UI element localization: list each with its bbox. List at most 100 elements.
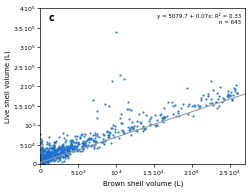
Point bbox=[156, 123, 160, 127]
Point bbox=[53, 154, 57, 157]
Point bbox=[50, 157, 54, 160]
Point bbox=[210, 102, 214, 105]
Point bbox=[214, 100, 218, 103]
Point bbox=[87, 141, 91, 144]
Point bbox=[60, 144, 64, 147]
Point bbox=[70, 144, 74, 147]
Point bbox=[41, 159, 45, 162]
Point bbox=[177, 115, 181, 118]
Point bbox=[66, 144, 70, 147]
Point bbox=[97, 135, 101, 138]
Point bbox=[58, 156, 62, 159]
Point bbox=[97, 145, 101, 148]
Point bbox=[42, 154, 46, 157]
Point bbox=[40, 163, 44, 166]
Point bbox=[65, 148, 69, 151]
Point bbox=[48, 154, 52, 157]
Point bbox=[40, 142, 44, 146]
Point bbox=[48, 158, 52, 161]
Point bbox=[113, 128, 117, 131]
Point bbox=[54, 149, 58, 152]
Point bbox=[81, 142, 85, 145]
Point bbox=[64, 155, 68, 158]
Point bbox=[110, 79, 114, 82]
Point bbox=[226, 95, 230, 98]
Point bbox=[44, 151, 48, 154]
Point bbox=[161, 116, 165, 119]
Point bbox=[47, 146, 51, 150]
Point bbox=[64, 154, 68, 157]
Point bbox=[58, 155, 62, 158]
Point bbox=[40, 155, 44, 158]
Point bbox=[76, 149, 80, 152]
Point bbox=[92, 137, 96, 140]
Point bbox=[62, 153, 66, 156]
Point bbox=[92, 145, 96, 148]
Point bbox=[49, 152, 53, 155]
Point bbox=[112, 124, 116, 127]
Point bbox=[95, 109, 99, 112]
Point bbox=[176, 109, 180, 112]
Point bbox=[54, 154, 58, 157]
Point bbox=[61, 144, 65, 147]
Point bbox=[41, 157, 45, 160]
Point bbox=[45, 151, 49, 154]
Point bbox=[87, 136, 91, 139]
Point bbox=[63, 140, 67, 143]
Point bbox=[131, 127, 135, 130]
Point bbox=[50, 148, 54, 151]
Point bbox=[204, 98, 208, 101]
Point bbox=[81, 146, 85, 149]
Point bbox=[54, 152, 58, 156]
Point bbox=[134, 129, 138, 132]
Point bbox=[40, 157, 44, 160]
Point bbox=[57, 147, 61, 150]
Point bbox=[49, 152, 53, 155]
Point bbox=[54, 155, 58, 158]
Point bbox=[52, 149, 56, 152]
Point bbox=[67, 148, 71, 151]
Point bbox=[70, 147, 74, 150]
Point bbox=[56, 154, 60, 157]
Point bbox=[174, 115, 178, 118]
Point bbox=[61, 131, 65, 134]
Point bbox=[76, 148, 80, 151]
Point bbox=[50, 145, 54, 148]
Point bbox=[65, 146, 69, 149]
Point bbox=[171, 113, 175, 116]
Point bbox=[206, 95, 210, 98]
Point bbox=[108, 133, 112, 136]
Point bbox=[235, 91, 239, 94]
Point bbox=[46, 149, 50, 152]
Point bbox=[39, 154, 43, 157]
Point bbox=[42, 156, 46, 159]
Point bbox=[61, 154, 65, 157]
Point bbox=[61, 146, 65, 149]
Point bbox=[41, 158, 45, 161]
Point bbox=[74, 147, 78, 150]
Point bbox=[103, 102, 107, 105]
Point bbox=[66, 148, 70, 151]
Point bbox=[197, 105, 201, 108]
Point bbox=[54, 151, 58, 154]
Point bbox=[46, 149, 50, 152]
Point bbox=[92, 98, 96, 102]
Point bbox=[52, 153, 56, 156]
Point bbox=[59, 148, 63, 151]
Point bbox=[42, 147, 46, 151]
Point bbox=[40, 151, 44, 154]
Point bbox=[48, 157, 52, 160]
Point bbox=[42, 156, 46, 159]
Point bbox=[162, 116, 166, 119]
Point bbox=[71, 141, 75, 144]
Point bbox=[58, 152, 62, 155]
Point bbox=[45, 157, 49, 161]
Point bbox=[225, 95, 229, 98]
Point bbox=[67, 146, 71, 149]
Point bbox=[71, 147, 75, 150]
Point bbox=[39, 158, 43, 161]
Point bbox=[39, 154, 43, 157]
Point bbox=[44, 156, 48, 160]
Point bbox=[61, 150, 65, 153]
Point bbox=[68, 144, 72, 147]
